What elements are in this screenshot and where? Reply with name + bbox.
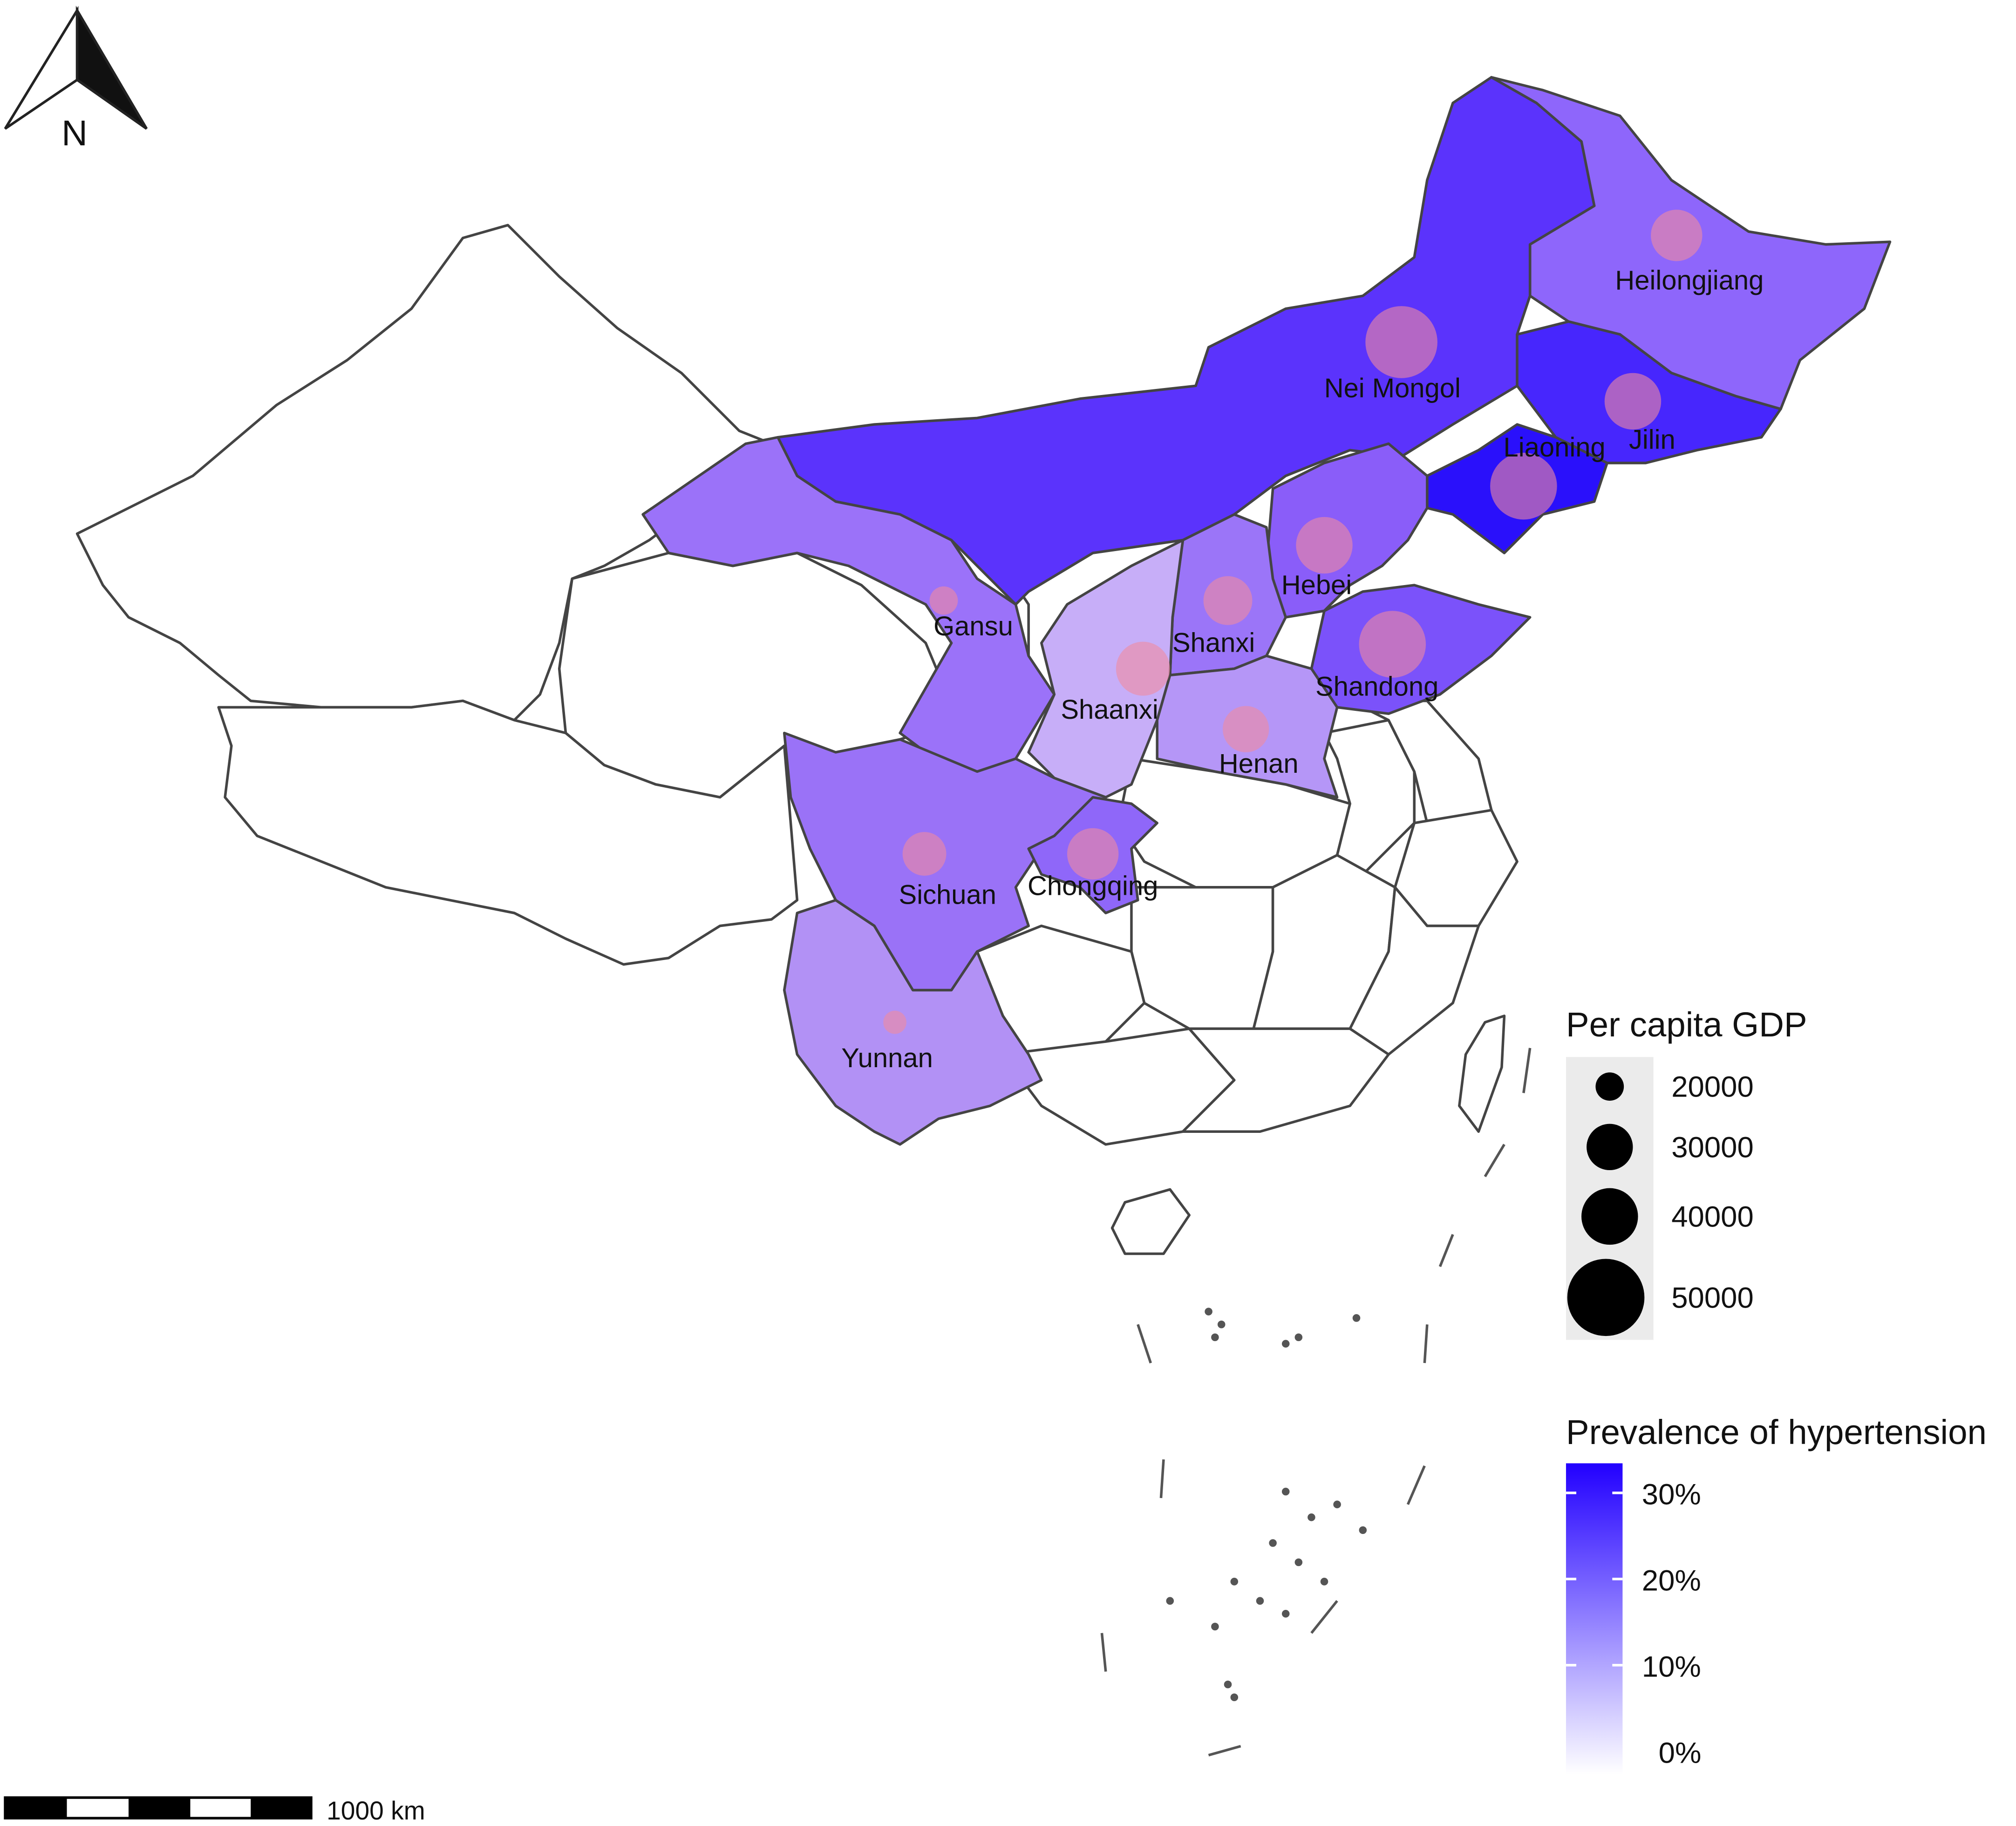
gdp-legend-key-50000 [1567,1259,1645,1336]
gdp-legend-label-40000: 40000 [1671,1200,1754,1233]
province-xinjiang [75,224,773,722]
gdp-legend-key-40000 [1581,1188,1638,1245]
label-chongqing: Chongqing [1028,871,1158,901]
prevalence-legend: Prevalence of hypertension 30% 20% 10% 0… [1566,1413,1987,1775]
gdp-legend-label-50000: 50000 [1671,1281,1754,1314]
base-map [75,224,1519,1255]
label-shaanxi: Shaanxi [1061,695,1158,725]
gdp-bubble-yunnan [883,1010,906,1034]
province-labels: Heilongjiang Nei Mongol Jilin Liaoning H… [841,266,1764,1073]
gdp-bubble-henan [1222,706,1269,752]
province-hainan [1110,1188,1191,1255]
gdp-bubbles [883,210,1703,1034]
province-shape-yunnan [783,899,1043,1146]
gdp-legend-key-20000 [1595,1072,1624,1101]
gdp-bubble-hebei [1296,517,1353,574]
gdp-legend-key-30000 [1587,1124,1633,1171]
gdp-bubble-shaanxi [1116,641,1170,696]
gdp-bubble-chongqing [1067,828,1119,880]
gdp-bubble-shandong [1359,611,1426,678]
gdp-bubble-shanxi [1203,576,1253,625]
gdp-legend-label-20000: 20000 [1671,1071,1754,1104]
label-shandong: Shandong [1315,672,1438,702]
gdp-bubble-jilin [1604,373,1662,430]
label-henan: Henan [1219,749,1299,779]
gdp-bubble-sichuan [902,832,947,876]
province-shape-shaanxi [1027,538,1185,799]
prevalence-legend-title: Prevalence of hypertension [1566,1413,1987,1451]
province-xizang [217,699,799,966]
gdp-bubble-gansu [929,586,958,615]
label-sichuan: Sichuan [899,880,996,910]
province-guangdong [1181,1027,1390,1133]
gdp-legend-label-30000: 30000 [1671,1131,1754,1164]
north-label: N [61,113,88,153]
label-jilin: Jilin [1629,425,1675,455]
province-taiwan [1458,1015,1506,1133]
label-nei-mongol: Nei Mongol [1324,374,1461,403]
colored-provinces [641,76,1892,1146]
province-hunan [1130,886,1274,1030]
prevalence-tick-30: 30% [1642,1479,1701,1511]
prevalence-colorbar [1566,1463,1623,1775]
gdp-bubble-liaoning [1490,452,1557,520]
prevalence-tick-10: 10% [1642,1651,1701,1683]
label-liaoning: Liaoning [1504,433,1606,463]
label-shanxi: Shanxi [1172,628,1255,658]
label-yunnan: Yunnan [841,1043,933,1073]
north-arrow-icon: N [4,6,148,153]
province-fujian [1349,886,1480,1056]
label-gansu: Gansu [933,612,1013,641]
scale-bar-label: 1000 km [327,1796,425,1825]
gdp-legend-title: Per capita GDP [1566,1005,1807,1044]
south-china-sea-islands [1100,1048,1532,1757]
scale-bar: 1000 km [4,1796,425,1825]
prevalence-tick-0: 0% [1659,1737,1702,1769]
label-hebei: Hebei [1281,570,1352,600]
prevalence-tick-20: 20% [1642,1565,1701,1597]
gdp-bubble-heilongjiang [1651,210,1703,261]
label-heilongjiang: Heilongjiang [1615,266,1764,295]
gdp-legend: Per capita GDP 20000 30000 40000 50000 [1566,1005,1807,1340]
gdp-bubble-nei-mongol [1365,306,1437,378]
